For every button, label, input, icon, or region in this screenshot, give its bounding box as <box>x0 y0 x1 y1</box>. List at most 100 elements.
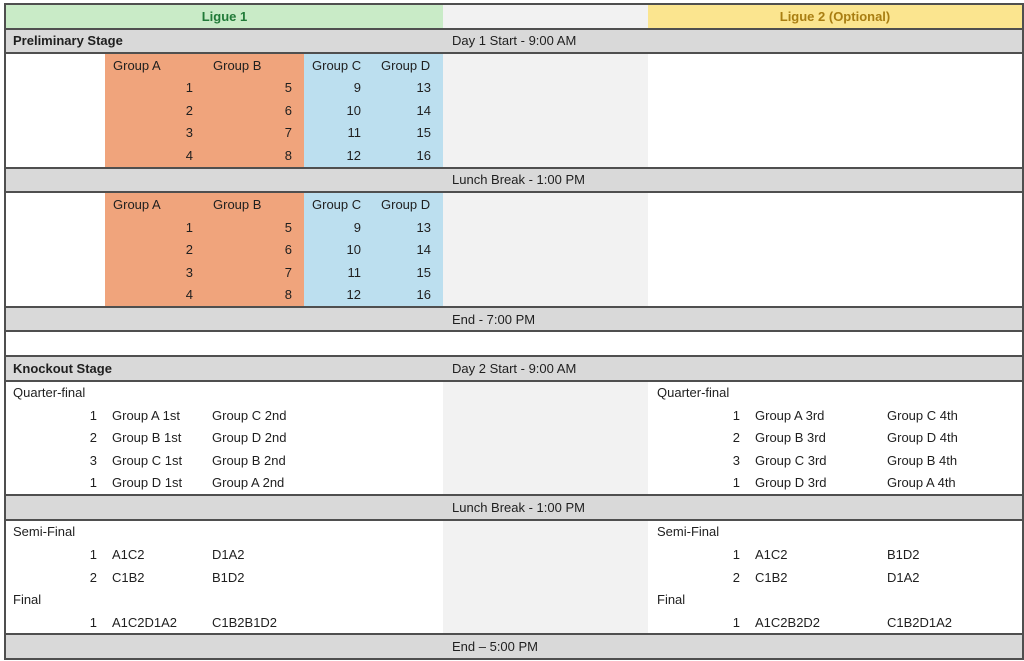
home-team-cell[interactable]: A1C2D1A2 <box>112 614 178 630</box>
group-d-header[interactable]: Group D <box>373 54 443 77</box>
group-c-player-cell[interactable]: 10 <box>304 99 373 122</box>
ligue1-quarterfinal-label[interactable]: Quarter-final <box>13 385 86 401</box>
group-b-player-cell[interactable]: 6 <box>205 238 304 261</box>
home-team-cell[interactable]: A1C2 <box>112 546 145 562</box>
home-team-cell[interactable]: C1B2 <box>755 569 788 585</box>
group-d-player-cell[interactable]: 16 <box>373 283 443 306</box>
day1-start-label[interactable]: Day 1 Start - 9:00 AM <box>452 33 577 49</box>
match-number-cell[interactable]: 2 <box>89 430 97 446</box>
group-a-player-cell[interactable]: 2 <box>105 99 205 122</box>
match-number-cell[interactable]: 2 <box>732 569 740 585</box>
ligue2-header-cell[interactable]: Ligue 2 (Optional) <box>648 5 1022 28</box>
group-a-player-cell[interactable]: 3 <box>105 260 205 284</box>
day1-lunch-label[interactable]: Lunch Break - 1:00 PM <box>452 172 585 188</box>
match-number-cell[interactable]: 1 <box>89 614 97 630</box>
away-team-cell[interactable]: Group D 4th <box>887 430 958 446</box>
day1-end-label[interactable]: End - 7:00 PM <box>452 311 536 327</box>
group-d-player-cell[interactable]: 14 <box>373 238 443 261</box>
away-team-cell[interactable]: D1A2 <box>212 546 245 562</box>
day2-end-label[interactable]: End – 5:00 PM <box>452 639 538 655</box>
group-b-header[interactable]: Group B <box>205 54 304 77</box>
group-b-player-cell[interactable]: 5 <box>205 215 304 239</box>
home-team-cell[interactable]: Group A 3rd <box>755 407 825 423</box>
match-number-cell[interactable]: 3 <box>732 452 740 468</box>
away-team-cell[interactable]: C1B2D1A2 <box>887 614 953 630</box>
home-team-cell[interactable]: A1C2B2D2 <box>755 614 821 630</box>
group-c-header[interactable]: Group C <box>304 193 373 216</box>
group-d-player-cell[interactable]: 16 <box>373 144 443 167</box>
home-team-cell[interactable]: Group C 3rd <box>755 452 827 468</box>
match-number-cell[interactable]: 1 <box>732 407 740 423</box>
group-c-player-cell[interactable]: 11 <box>304 260 373 284</box>
group-a-player-cell[interactable]: 1 <box>105 76 205 100</box>
group-a-player-cell[interactable]: 1 <box>105 215 205 239</box>
group-c-player-cell[interactable]: 12 <box>304 283 373 306</box>
home-team-cell[interactable]: Group D 3rd <box>755 475 827 491</box>
group-b-player-cell[interactable]: 7 <box>205 121 304 145</box>
match-number-cell[interactable]: 1 <box>732 614 740 630</box>
group-a-header[interactable]: Group A <box>105 54 205 77</box>
away-team-cell[interactable]: Group B 4th <box>887 452 958 468</box>
group-a-player-cell[interactable]: 2 <box>105 238 205 261</box>
away-team-cell[interactable]: D1A2 <box>887 569 920 585</box>
group-b-player-cell[interactable]: 7 <box>205 260 304 284</box>
day2-lunch-label[interactable]: Lunch Break - 1:00 PM <box>452 499 585 515</box>
group-b-player-cell[interactable]: 5 <box>205 76 304 100</box>
away-team-cell[interactable]: Group A 2nd <box>212 475 285 491</box>
group-d-player-cell[interactable]: 15 <box>373 121 443 145</box>
away-team-cell[interactable]: B1D2 <box>887 546 920 562</box>
match-number-cell[interactable]: 1 <box>89 407 97 423</box>
away-team-cell[interactable]: C1B2B1D2 <box>212 614 278 630</box>
group-d-player-cell[interactable]: 15 <box>373 260 443 284</box>
away-team-cell[interactable]: Group B 2nd <box>212 452 286 468</box>
match-number-cell[interactable]: 1 <box>732 475 740 491</box>
away-team-cell[interactable]: Group A 4th <box>887 475 956 491</box>
group-b-header[interactable]: Group B <box>205 193 304 216</box>
home-team-cell[interactable]: Group B 1st <box>112 430 182 446</box>
ligue2-final-label[interactable]: Final <box>657 592 686 608</box>
group-d-player-cell[interactable]: 14 <box>373 99 443 122</box>
match-number-cell[interactable]: 1 <box>732 546 740 562</box>
home-team-cell[interactable]: Group C 1st <box>112 452 183 468</box>
group-d-header[interactable]: Group D <box>373 193 443 216</box>
match-number-cell[interactable]: 1 <box>89 546 97 562</box>
ligue1-semifinal-label[interactable]: Semi-Final <box>13 524 76 540</box>
match-number-cell[interactable]: 1 <box>89 475 97 491</box>
group-d-player-cell[interactable]: 13 <box>373 215 443 239</box>
group-c-player-cell[interactable]: 11 <box>304 121 373 145</box>
home-team-cell[interactable]: C1B2 <box>112 569 145 585</box>
group-b-player-cell[interactable]: 6 <box>205 99 304 122</box>
home-team-cell[interactable]: Group A 1st <box>112 407 180 423</box>
group-a-player-cell[interactable]: 4 <box>105 144 205 167</box>
match-number-cell[interactable]: 2 <box>89 569 97 585</box>
group-a-player-cell[interactable]: 4 <box>105 283 205 306</box>
knockout-stage-label[interactable]: Knockout Stage <box>13 360 112 376</box>
ligue1-final-label[interactable]: Final <box>13 592 42 608</box>
group-b-player-cell[interactable]: 8 <box>205 144 304 167</box>
group-b-player-cell[interactable]: 8 <box>205 283 304 306</box>
ligue1-header-cell[interactable]: Ligue 1 <box>6 5 443 28</box>
group-c-player-cell[interactable]: 9 <box>304 76 373 100</box>
away-team-cell[interactable]: B1D2 <box>212 569 245 585</box>
away-team-cell[interactable]: Group D 2nd <box>212 430 287 446</box>
group-c-player-cell[interactable]: 10 <box>304 238 373 261</box>
home-team-cell[interactable]: A1C2 <box>755 546 788 562</box>
home-team-cell[interactable]: Group B 3rd <box>755 430 826 446</box>
home-team-cell[interactable]: Group D 1st <box>112 475 183 491</box>
group-a-header[interactable]: Group A <box>105 193 205 216</box>
group-c-player-cell[interactable]: 12 <box>304 144 373 167</box>
group-c-header[interactable]: Group C <box>304 54 373 77</box>
group-a-player-cell[interactable]: 3 <box>105 121 205 145</box>
ligue2-quarterfinal-label[interactable]: Quarter-final <box>657 385 730 401</box>
match-number-cell[interactable]: 3 <box>89 452 97 468</box>
away-team-cell[interactable]: Group C 4th <box>887 407 958 423</box>
empty-cell <box>6 404 48 427</box>
away-team-cell[interactable]: Group C 2nd <box>212 407 287 423</box>
ligue2-semifinal-label[interactable]: Semi-Final <box>657 524 720 540</box>
match-number-cell[interactable]: 2 <box>732 430 740 446</box>
preliminary-stage-label[interactable]: Preliminary Stage <box>13 33 123 49</box>
group-d-player-cell[interactable]: 13 <box>373 76 443 100</box>
group-c-player-cell[interactable]: 9 <box>304 215 373 239</box>
middle-band-cell <box>443 76 648 100</box>
day2-start-label[interactable]: Day 2 Start - 9:00 AM <box>452 360 577 376</box>
